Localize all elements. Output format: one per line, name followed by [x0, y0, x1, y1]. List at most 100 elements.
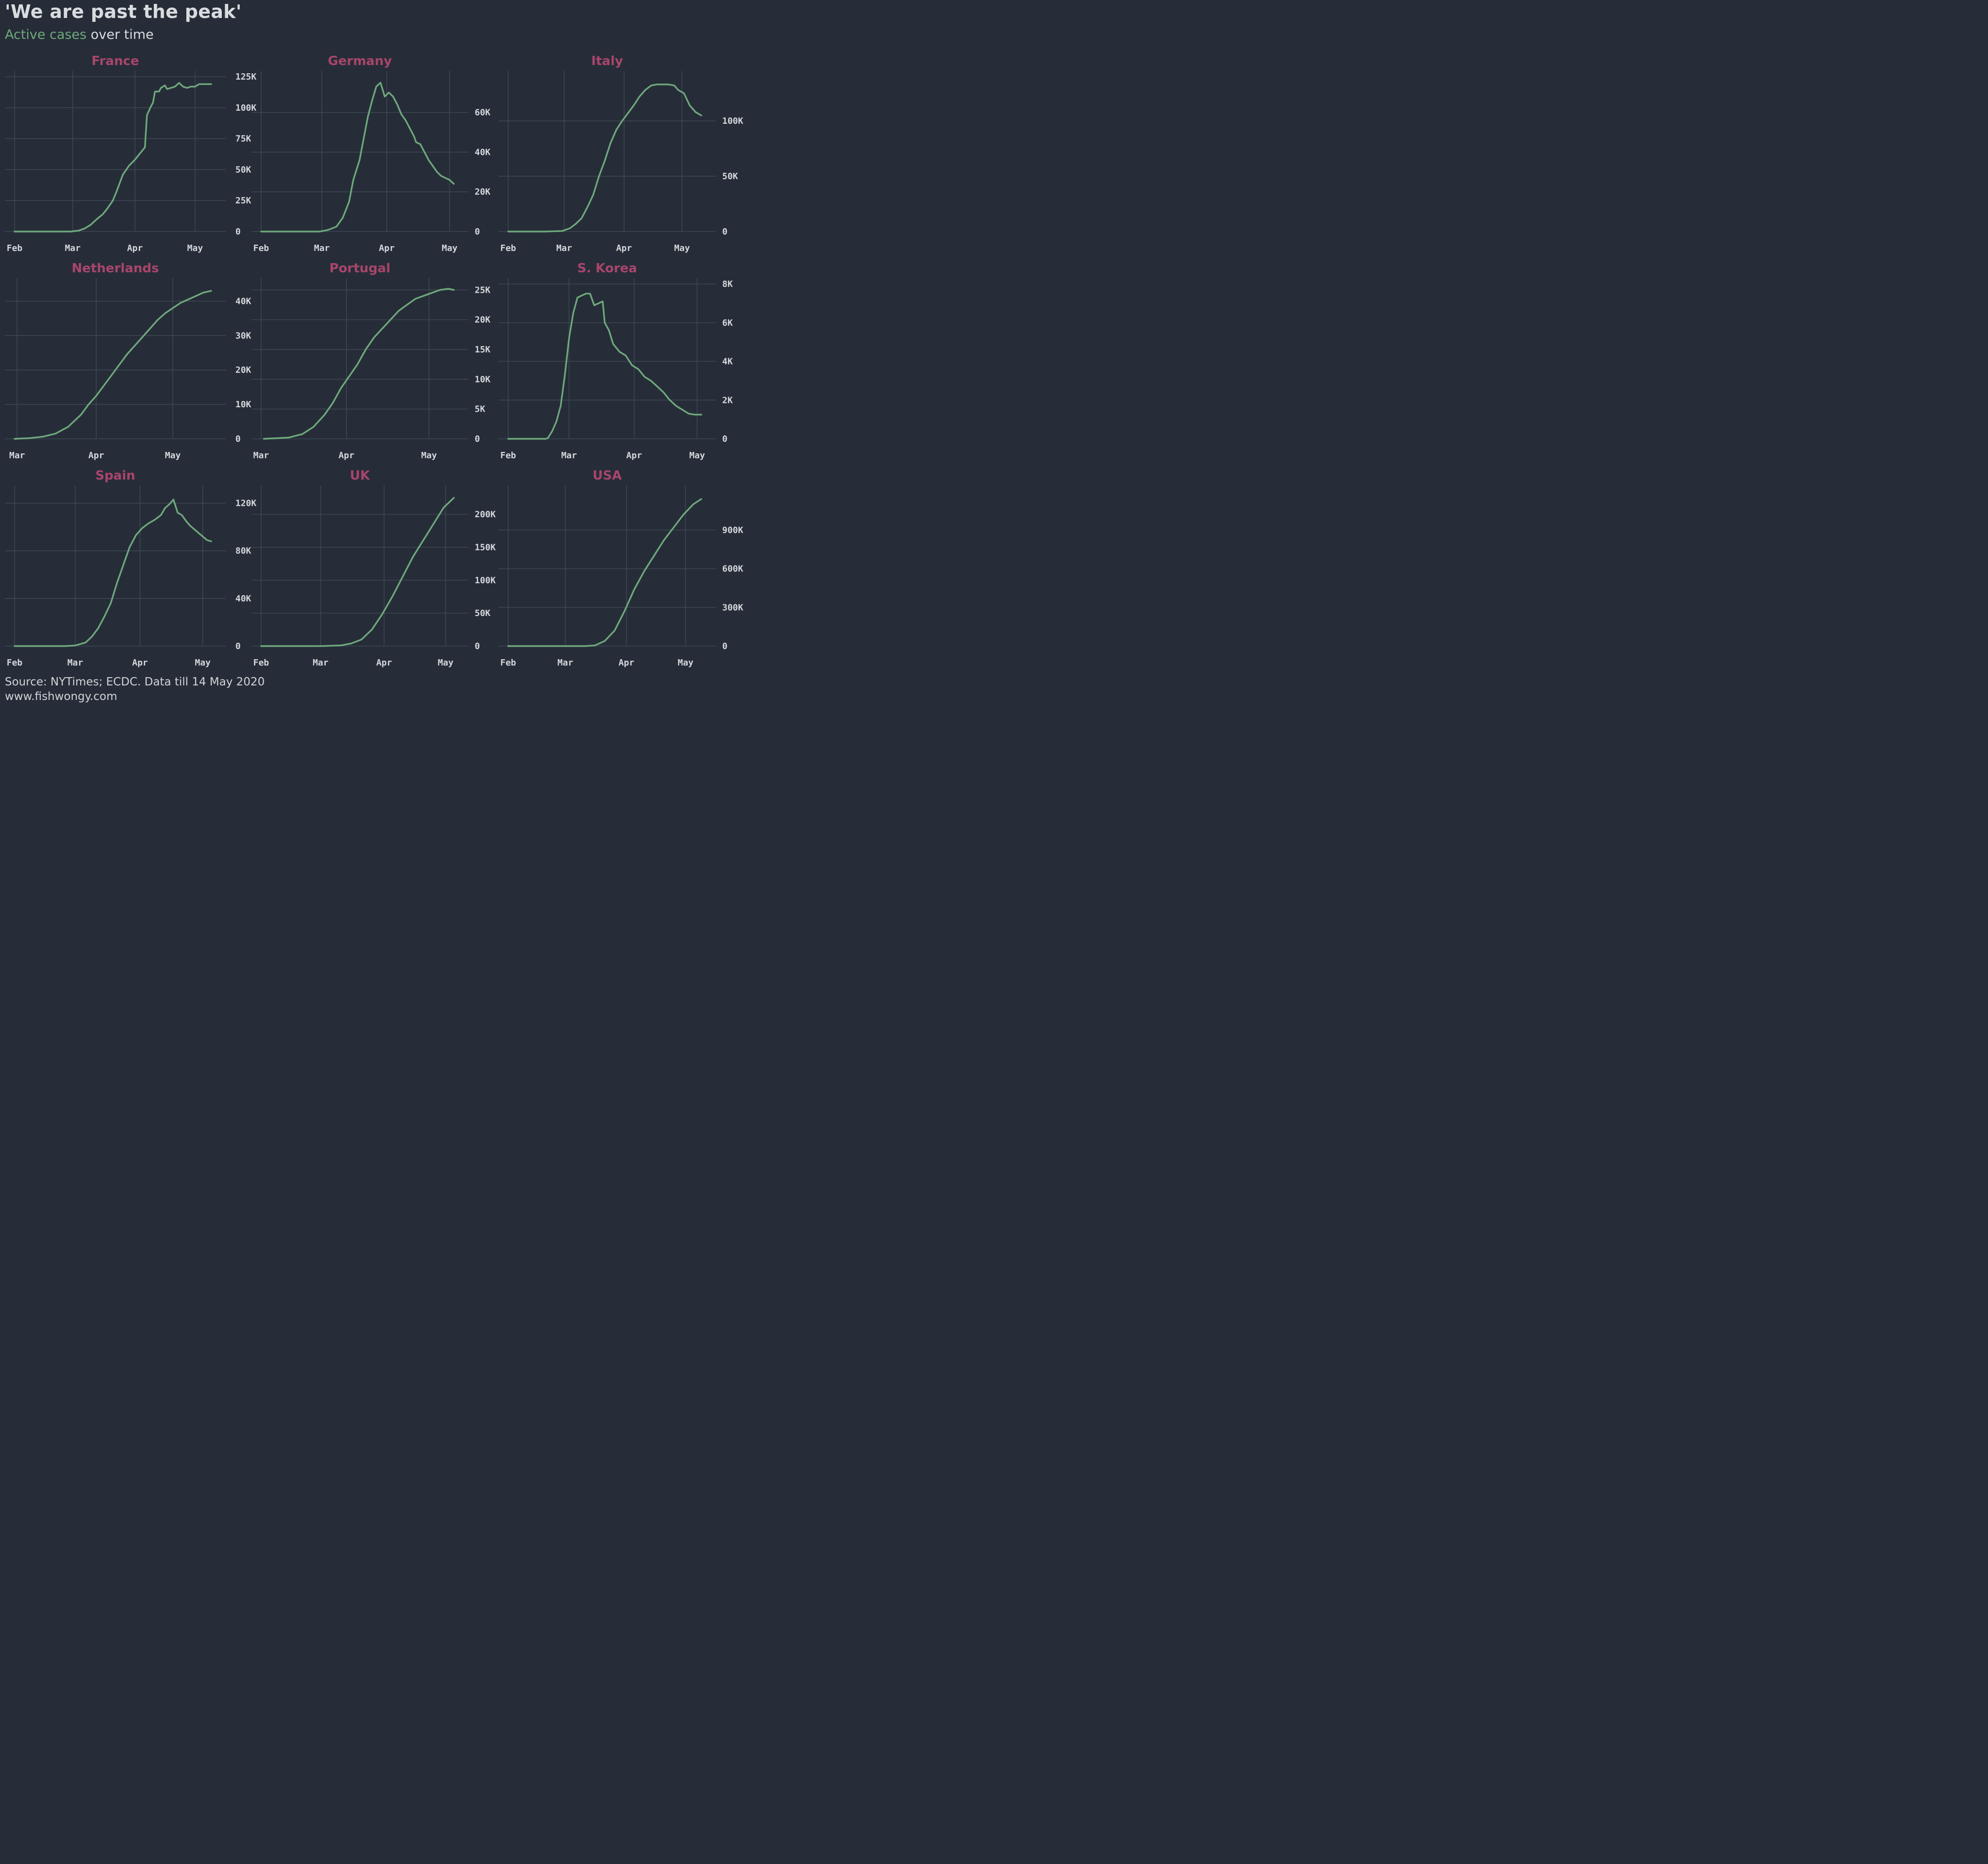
x-tick-label: Feb — [500, 450, 516, 461]
panel-uk: 0 50K 100K 150K 200K Feb Mar Apr May UK — [251, 468, 496, 668]
y-tick-label: 75K — [235, 134, 251, 144]
panel-netherlands: 0 10K 20K 30K 40K Mar Apr May Netherlands — [5, 261, 251, 461]
y-tick-label: 20K — [475, 187, 491, 197]
chart-subtitle: Active cases over time — [5, 27, 154, 42]
y-tick-label: 600K — [722, 564, 744, 574]
y-tick-label: 0 — [235, 434, 241, 444]
series-line — [14, 82, 212, 233]
y-tick-label: 0 — [722, 641, 728, 651]
y-tick-label: 0 — [475, 434, 480, 444]
x-tick-label: May — [442, 243, 458, 253]
series-line — [14, 290, 212, 440]
panel-france: 0 25K 50K 75K 100K 125K Feb Mar Apr May France — [5, 54, 257, 253]
series-line — [14, 499, 212, 647]
source-line: Source: NYTimes; ECDC. Data till 14 May … — [5, 676, 265, 688]
y-tick-label: 20K — [235, 365, 251, 375]
y-tick-label: 40K — [235, 296, 251, 306]
y-tick-label: 80K — [235, 546, 251, 556]
panel-italy: 0 50K 100K Feb Mar Apr May Italy — [498, 54, 744, 253]
x-tick-label: Mar — [556, 243, 572, 253]
panel-title: Italy — [591, 54, 623, 68]
panel-title: Portugal — [330, 261, 391, 276]
x-tick-label: May — [165, 450, 181, 461]
y-tick-label: 60K — [475, 108, 491, 118]
y-tick-label: 30K — [235, 331, 251, 341]
x-tick-label: Mar — [9, 450, 25, 461]
x-tick-label: Apr — [616, 243, 632, 253]
series-line — [507, 293, 702, 440]
y-tick-label: 10K — [475, 374, 491, 384]
x-tick-label: Mar — [314, 243, 330, 253]
y-tick-label: 100K — [475, 575, 496, 585]
panel-title: Netherlands — [72, 261, 159, 276]
x-tick-label: May — [674, 243, 690, 253]
y-tick-label: 125K — [235, 72, 257, 82]
y-tick-label: 900K — [722, 525, 744, 535]
y-tick-label: 25K — [235, 196, 251, 206]
panel-title: Germany — [328, 54, 392, 68]
y-tick-label: 6K — [722, 318, 733, 328]
panel-title: S. Korea — [577, 261, 637, 276]
x-tick-label: May — [195, 658, 211, 668]
subtitle-accent: Active cases — [5, 27, 87, 42]
y-tick-label: 10K — [235, 399, 251, 410]
x-tick-label: Apr — [379, 243, 395, 253]
series-line — [507, 83, 702, 233]
chart-title: 'We are past the peak' — [5, 1, 242, 22]
y-tick-label: 0 — [722, 227, 728, 237]
y-tick-label: 150K — [475, 542, 496, 552]
y-tick-label: 0 — [475, 641, 480, 651]
website-line: www.fishwongy.com — [5, 690, 117, 703]
x-tick-label: May — [187, 243, 203, 253]
y-tick-label: 0 — [235, 641, 241, 651]
y-tick-label: 40K — [475, 147, 491, 157]
source-note: Source: NYTimes; ECDC. Data till 14 May … — [5, 675, 265, 704]
small-multiples-chart: 0 25K 50K 75K 100K 125K Feb Mar Apr May France 0 20K… — [5, 54, 744, 668]
x-tick-label: Mar — [313, 658, 329, 668]
x-tick-label: Feb — [500, 243, 516, 253]
x-tick-label: Apr — [127, 243, 143, 253]
series-line — [260, 82, 455, 233]
y-tick-label: 8K — [722, 279, 733, 289]
panel-usa: 0 300K 600K 900K Feb Mar Apr May USA — [498, 468, 744, 668]
y-tick-label: 0 — [475, 227, 480, 237]
series-line — [263, 288, 455, 440]
y-tick-label: 120K — [235, 499, 257, 509]
panel-portugal: 0 5K 10K 15K 20K 25K Mar Apr May Portugal — [251, 261, 491, 461]
y-tick-label: 5K — [475, 404, 485, 415]
panel-title: USA — [593, 468, 622, 483]
series-line — [260, 497, 455, 647]
y-tick-label: 25K — [475, 285, 491, 295]
x-tick-label: May — [689, 450, 705, 461]
y-tick-label: 2K — [722, 395, 733, 405]
y-tick-label: 0 — [235, 227, 241, 237]
x-tick-label: Apr — [339, 450, 355, 461]
x-tick-label: Apr — [88, 450, 104, 461]
y-tick-label: 50K — [722, 171, 738, 182]
y-tick-label: 20K — [475, 315, 491, 325]
panel-title: UK — [350, 468, 370, 483]
series-line — [507, 498, 702, 647]
y-tick-label: 100K — [722, 116, 744, 126]
x-tick-label: Apr — [618, 658, 634, 668]
x-tick-label: Apr — [132, 658, 148, 668]
panel-s-korea: 0 2K 4K 6K 8K Feb Mar Apr May S. Korea — [498, 261, 733, 461]
x-tick-label: Apr — [376, 658, 392, 668]
x-tick-label: May — [678, 658, 694, 668]
panel-title: Spain — [95, 468, 135, 483]
panel-spain: 0 40K 80K 120K Feb Mar Apr May Spain — [5, 468, 257, 668]
panel-germany: 0 20K 40K 60K Feb Mar Apr May Germany — [251, 54, 491, 253]
x-tick-label: Mar — [67, 658, 83, 668]
x-tick-label: Mar — [253, 450, 269, 461]
y-tick-label: 300K — [722, 602, 744, 613]
x-tick-label: Feb — [253, 658, 269, 668]
y-tick-label: 50K — [475, 608, 491, 618]
y-tick-label: 100K — [235, 103, 257, 113]
x-tick-label: Feb — [500, 658, 516, 668]
subtitle-rest: over time — [86, 27, 154, 42]
y-tick-label: 4K — [722, 357, 733, 367]
x-tick-label: Mar — [561, 450, 577, 461]
x-tick-label: Mar — [558, 658, 574, 668]
y-tick-label: 0 — [722, 434, 728, 444]
x-tick-label: Feb — [7, 243, 23, 253]
